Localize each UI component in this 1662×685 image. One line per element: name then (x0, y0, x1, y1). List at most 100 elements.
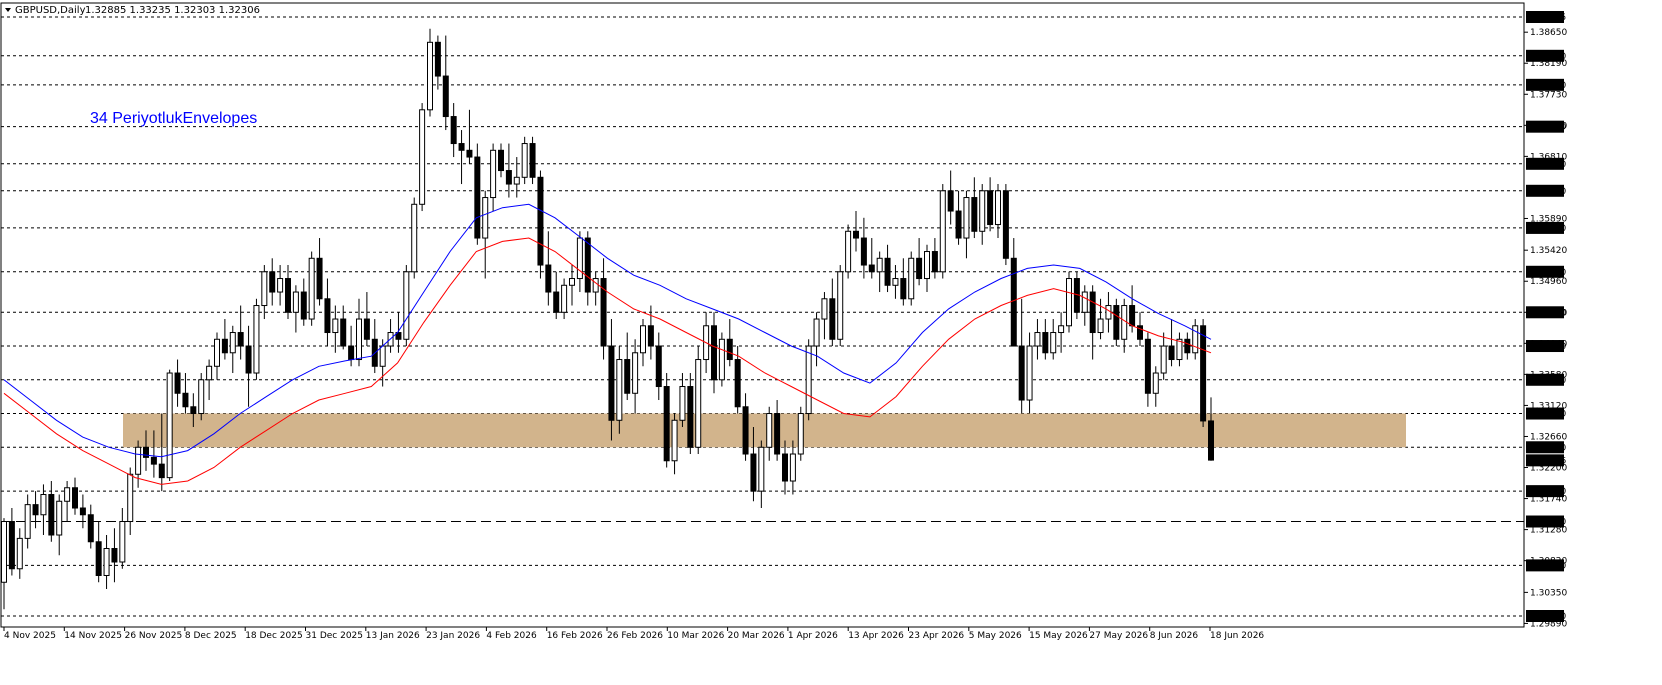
candle (419, 103, 426, 212)
bearish-candle-body (1113, 305, 1120, 340)
price-tick-label: 1.33120 (1530, 401, 1567, 411)
bearish-candle-body (143, 446, 149, 458)
bearish-candle-body (182, 392, 189, 408)
bearish-candle-body (726, 338, 733, 361)
candle (569, 265, 575, 306)
time-tick-label: 23 Jan 2026 (426, 631, 480, 641)
price-tag-label: 1.36300 (1529, 187, 1566, 197)
bearish-candle-body (829, 298, 836, 340)
candle (269, 258, 276, 306)
symbol-label: GBPUSD,Daily (15, 5, 86, 16)
bearish-candle-body (269, 271, 276, 293)
candle (1168, 319, 1175, 367)
candle (198, 373, 205, 421)
candle (356, 298, 362, 367)
candle (592, 271, 599, 306)
time-tick-label: 18 Dec 2025 (245, 631, 303, 641)
bearish-candle-body (955, 210, 962, 239)
price-tag-label: 1.30750 (1529, 561, 1566, 571)
bearish-candle-body (647, 325, 654, 347)
candle (427, 28, 433, 117)
candle (892, 265, 899, 299)
bullish-candle-body (695, 359, 702, 448)
candle (56, 494, 63, 556)
bearish-candle-body (221, 338, 228, 354)
price-level-tag: 1.36700 (1526, 157, 1566, 170)
bullish-candle-body (521, 143, 528, 178)
price-level-tag: 1.30000 (1526, 610, 1566, 622)
price-tag-bg (1526, 373, 1564, 386)
candle (995, 184, 1001, 239)
candle (190, 393, 197, 428)
time-tick-label: 8 Jun 2026 (1150, 631, 1199, 641)
bullish-candle-body (56, 500, 63, 536)
candle (640, 319, 646, 367)
candle (411, 197, 418, 279)
candle (403, 265, 410, 347)
bullish-candle-body (640, 325, 646, 354)
price-tag-bg (1526, 306, 1564, 319)
candle (1042, 319, 1049, 360)
bearish-candle-body (505, 170, 512, 185)
price-tag-label: 1.37250 (1529, 123, 1566, 133)
price-tag-bg (1526, 340, 1564, 353)
bullish-candle-body (419, 109, 426, 205)
price-tag-bg (1526, 221, 1564, 234)
bearish-candle-body (734, 359, 741, 408)
candle (805, 339, 812, 421)
price-level-tag: 1.36300 (1526, 184, 1566, 197)
bearish-candle-body (584, 237, 591, 293)
candles (1, 28, 1214, 610)
candle (387, 319, 394, 353)
support-zone (123, 413, 1406, 448)
bullish-candle-body (963, 197, 970, 239)
bearish-candle-body (1002, 190, 1009, 259)
candle (916, 238, 923, 286)
candle (1176, 332, 1183, 367)
plot-frame (0, 2, 1525, 628)
candle (939, 184, 946, 279)
price-level-tag: 1.34000 (1526, 340, 1566, 353)
bullish-candle-body (671, 419, 678, 462)
candle (1026, 332, 1033, 414)
candle (1081, 285, 1088, 326)
candle (821, 292, 828, 340)
candle (64, 481, 71, 522)
bullish-candle-body (766, 413, 773, 448)
candle (1089, 285, 1096, 360)
candle (206, 359, 213, 401)
bullish-candle-body (513, 176, 520, 185)
bullish-candle-body (616, 359, 623, 421)
bullish-candle-body (356, 318, 362, 361)
candle (1208, 397, 1214, 461)
bullish-candle-body (1192, 325, 1199, 354)
bullish-candle-body (198, 379, 205, 415)
candle (963, 190, 970, 259)
bearish-candle-body (95, 541, 102, 577)
price-tag-label: 1.34500 (1529, 308, 1566, 318)
candle (561, 278, 568, 320)
dropdown-triangle-icon[interactable] (5, 8, 11, 12)
bullish-candle-body (403, 271, 410, 340)
price-tag-label: 1.38300 (1529, 52, 1566, 62)
bearish-candle-body (8, 521, 15, 570)
price-tag-label: 1.38875 (1529, 13, 1566, 23)
time-tick-label: 4 Feb 2026 (486, 631, 537, 641)
bullish-candle-body (24, 504, 31, 539)
price-tick-label: 1.31740 (1530, 495, 1567, 505)
bullish-candle-body (1097, 318, 1104, 334)
bearish-candle-body (711, 325, 717, 381)
bullish-candle-body (561, 284, 568, 313)
candle (608, 319, 615, 441)
price-tag-label: 1.35100 (1529, 268, 1566, 278)
price-tag-label: 1.31850 (1529, 487, 1566, 497)
time-tick-label: 23 Apr 2026 (909, 631, 965, 641)
price-level-tag: 1.37250 (1526, 120, 1566, 133)
price-tag-bg (1526, 265, 1564, 278)
candle (458, 130, 465, 185)
candle (340, 305, 347, 350)
bullish-candle-body (632, 352, 639, 394)
bearish-candle-body (237, 332, 244, 347)
bearish-candle-body (32, 504, 39, 516)
